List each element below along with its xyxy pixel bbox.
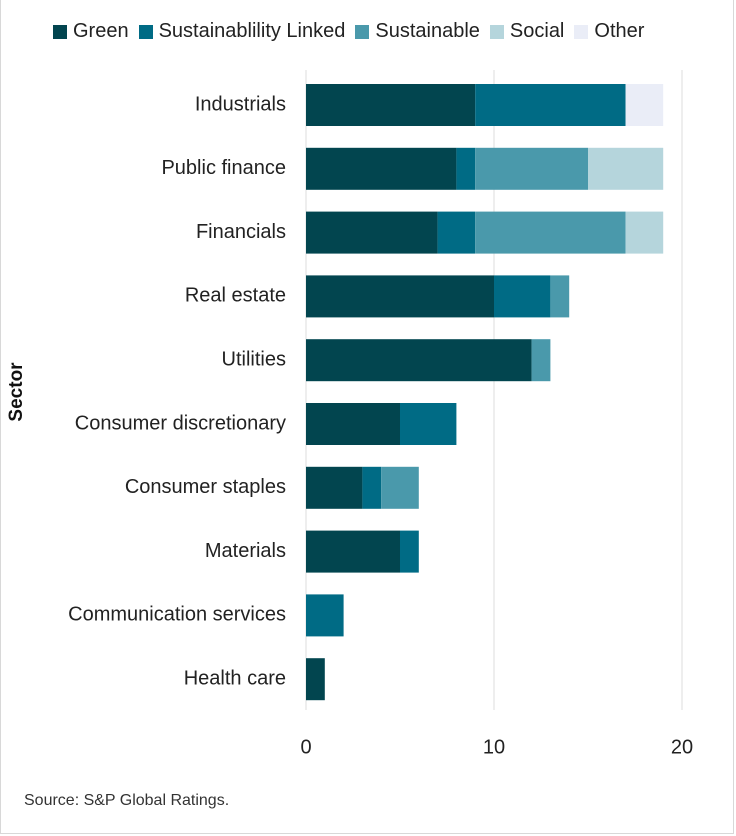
bar-4-0 [306,339,532,382]
bar-3-1 [494,275,551,318]
legend-label-4: Other [594,20,645,42]
bar-1-1 [456,147,476,190]
category-label-1: Public finance [161,157,286,179]
bar-6-0 [306,466,363,509]
category-label-6: Consumer staples [125,476,286,498]
legend-item-2: Sustainable [355,20,480,43]
bar-1-2 [475,147,588,190]
x-tick-label-0: 0 [300,736,311,758]
bar-0-0 [306,84,476,126]
legend-label-2: Sustainable [375,20,480,42]
legend-swatch-0 [53,24,67,39]
bar-4-2 [531,339,551,382]
bar-7-1 [400,530,419,573]
x-tick-label-2: 20 [671,736,693,758]
bar-2-0 [306,211,438,254]
source-note: Source: S&P Global Ratings. [24,792,230,809]
legend-swatch-1 [138,24,153,39]
bar-2-1 [437,211,476,254]
bar-6-2 [381,466,419,509]
category-label-5: Consumer discretionary [75,412,286,434]
bar-3-2 [550,275,570,318]
category-label-2: Financials [196,221,286,243]
bar-8-1 [306,594,344,637]
legend-item-0: Green [53,20,129,43]
legend-swatch-3 [489,24,504,39]
legend-swatch-2 [355,24,370,39]
bar-6-1 [362,466,382,509]
legend-item-1: Sustainablility Linked [138,20,346,43]
legend-label-1: Sustainablility Linked [158,20,346,42]
category-label-4: Utilities [222,348,286,370]
legend-item-3: Social [489,20,565,43]
bar-2-2 [475,211,626,254]
bar-9-0 [306,658,325,701]
legend-label-0: Green [73,20,129,42]
category-label-7: Materials [205,540,286,562]
bar-5-0 [306,403,400,445]
legend-swatch-4 [574,24,589,39]
category-label-9: Health care [184,667,286,689]
bar-2-3 [625,211,664,254]
legend-label-3: Social [509,20,565,42]
category-label-3: Real estate [185,285,286,307]
chart-legend: Green Sustainablility Linked Sustainable So… [53,20,644,43]
legend-item-4: Other [574,20,644,43]
bar-1-0 [306,147,457,190]
category-label-8: Communication services [68,604,286,626]
x-tick-label-1: 10 [483,736,505,758]
bar-0-4 [625,84,664,126]
category-label-0: Industrials [195,93,286,115]
bar-1-3 [588,147,664,190]
bar-5-1 [400,403,457,445]
bar-3-0 [306,275,494,318]
bar-0-1 [475,84,626,126]
bar-7-0 [306,530,400,573]
